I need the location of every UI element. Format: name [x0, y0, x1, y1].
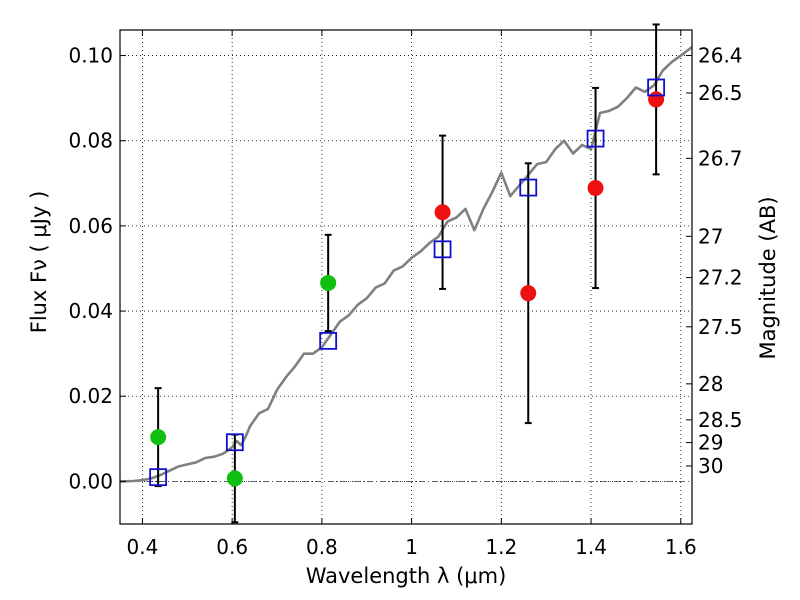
model-point-square — [586, 129, 605, 148]
y-axis-label: Flux Fν ( μJy ) — [27, 191, 51, 334]
magnitude-tick-label: 27.2 — [698, 266, 743, 290]
magnitude-tick-label: 27.5 — [698, 315, 743, 339]
model-point-square — [149, 468, 168, 487]
y-tick-label: 0.10 — [68, 44, 113, 68]
red-data-point — [587, 179, 604, 196]
model-spectrum-layer — [119, 45, 693, 483]
model-point-square — [433, 240, 452, 259]
x-tick-label: 1 — [405, 535, 418, 559]
y-tick-label: 0.04 — [68, 299, 113, 323]
red-data-point — [434, 204, 451, 221]
magnitude-tick-label: 29 — [698, 431, 723, 455]
red-data-point — [520, 285, 537, 302]
x-tick-label: 1.2 — [485, 535, 517, 559]
x-tick-label: 0.8 — [306, 535, 338, 559]
y-tick-label: 0.08 — [68, 129, 113, 153]
plot-frame — [119, 29, 693, 525]
y-tick-label: 0.06 — [68, 214, 113, 238]
green-data-point — [226, 470, 243, 487]
model-point-square — [225, 433, 244, 452]
grid — [120, 30, 692, 524]
x-tick-label: 1.6 — [665, 535, 697, 559]
green-data-point — [320, 274, 337, 291]
model-point-square — [319, 331, 338, 350]
magnitude-tick-label: 26.7 — [698, 146, 743, 170]
model-point-square — [519, 178, 538, 197]
tick-labels: 0.4 0.6 0.8 1 1.2 1.4 1.6 0.00 0.02 0.04 0.06 0.08 0… — [68, 44, 742, 559]
y-tick-label: 0.02 — [68, 384, 113, 408]
green-data-point — [150, 429, 167, 446]
magnitude-tick-label: 28.5 — [698, 408, 743, 432]
magnitude-tick-label: 26.5 — [698, 81, 743, 105]
y2-axis-label: Magnitude (AB) — [756, 196, 780, 359]
model-point-square — [647, 78, 666, 97]
magnitude-tick-label: 30 — [698, 454, 723, 478]
x-tick-label: 0.4 — [127, 535, 159, 559]
magnitude-tick-label: 28 — [698, 372, 723, 396]
magnitude-tick-label: 27 — [698, 224, 723, 248]
magnitude-tick-label: 26.4 — [698, 44, 743, 68]
x-tick-label: 0.6 — [216, 535, 248, 559]
y-tick-label: 0.00 — [68, 469, 113, 493]
axis-ticks — [120, 30, 692, 524]
data-points — [149, 78, 666, 487]
x-axis-label: Wavelength λ (μm) — [306, 564, 507, 588]
x-tick-label: 1.4 — [575, 535, 607, 559]
model-sed-line — [119, 45, 693, 483]
red-data-point — [648, 91, 665, 108]
